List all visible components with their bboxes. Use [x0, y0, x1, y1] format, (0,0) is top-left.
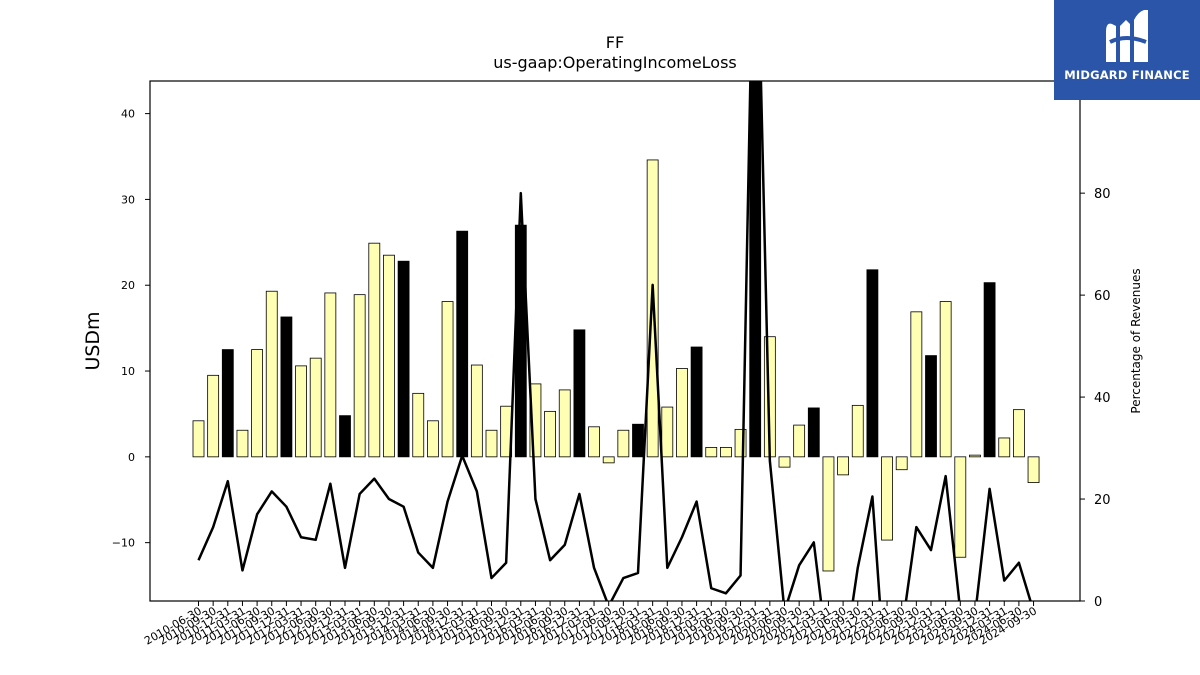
bar [969, 454, 981, 458]
bar [983, 282, 996, 458]
plot-frame [149, 80, 1081, 602]
bar [221, 349, 234, 458]
y-axis-label: USDm [82, 311, 104, 370]
bar [324, 292, 337, 458]
bar [954, 456, 967, 558]
bar [397, 260, 410, 458]
bar [676, 368, 688, 458]
bar [720, 446, 732, 458]
bar [441, 301, 454, 458]
y2-tick-label: 0 [1094, 595, 1102, 610]
bar [192, 420, 205, 458]
bar [866, 269, 879, 458]
bar [632, 423, 644, 458]
bar [558, 389, 571, 458]
bar [998, 437, 1011, 458]
bar [734, 428, 747, 458]
bar [529, 383, 542, 458]
bar [368, 242, 381, 458]
bar [881, 456, 893, 541]
midgard-finance-logo: MIDGARD FINANCE [1054, 0, 1200, 100]
bar [690, 346, 703, 458]
line-series [197, 81, 1032, 601]
bar [236, 429, 249, 458]
y2-tick-label: 80 [1094, 187, 1111, 202]
bar [837, 456, 849, 476]
y-tick-label: 20 [121, 279, 135, 292]
bar [295, 365, 307, 458]
bar [426, 420, 439, 458]
bar [207, 374, 220, 458]
bar [910, 311, 923, 458]
bar [251, 349, 264, 458]
bar [485, 429, 498, 458]
y-tick-label: 30 [121, 193, 135, 206]
bar [1027, 456, 1040, 483]
bar [939, 301, 952, 458]
y2-tick-label: 60 [1094, 289, 1111, 304]
bar [602, 456, 615, 464]
logo-text: MIDGARD FINANCE [1064, 68, 1190, 82]
bar [661, 406, 674, 458]
bar-series [192, 81, 1040, 572]
bar [851, 404, 864, 458]
bar [383, 254, 395, 458]
y2-tick-label: 20 [1094, 493, 1111, 508]
bar [895, 456, 908, 471]
chart-title: FF [606, 33, 624, 52]
bar [822, 456, 835, 572]
bar [705, 446, 718, 458]
y2-axis-label: Percentage of Revenues [1129, 268, 1143, 413]
y-tick-label: 40 [121, 108, 135, 121]
percentage-line [197, 81, 1032, 601]
bar [778, 456, 791, 468]
y-tick-label: 10 [121, 365, 135, 378]
bar [265, 290, 278, 458]
bar [353, 294, 366, 458]
logo-mark-icon [1106, 10, 1148, 62]
bar [470, 364, 483, 458]
bar [412, 392, 425, 458]
bar [793, 424, 806, 458]
bar [456, 230, 469, 458]
axes: −100102030400204060802010-06-302010-09-3… [112, 80, 1111, 648]
bar [339, 415, 351, 458]
y2-tick-label: 40 [1094, 391, 1111, 406]
bar [280, 316, 293, 458]
bar [309, 357, 322, 458]
y-tick-label: 0 [128, 451, 135, 464]
chart-subtitle: us-gaap:OperatingIncomeLoss [493, 53, 737, 72]
bar [1013, 409, 1025, 458]
bar [588, 426, 600, 458]
bar [617, 429, 630, 458]
bar [925, 355, 937, 458]
bar [807, 407, 820, 458]
y-tick-label: −10 [112, 537, 135, 550]
bar [544, 410, 556, 458]
bar [573, 329, 586, 458]
bar [749, 81, 762, 458]
